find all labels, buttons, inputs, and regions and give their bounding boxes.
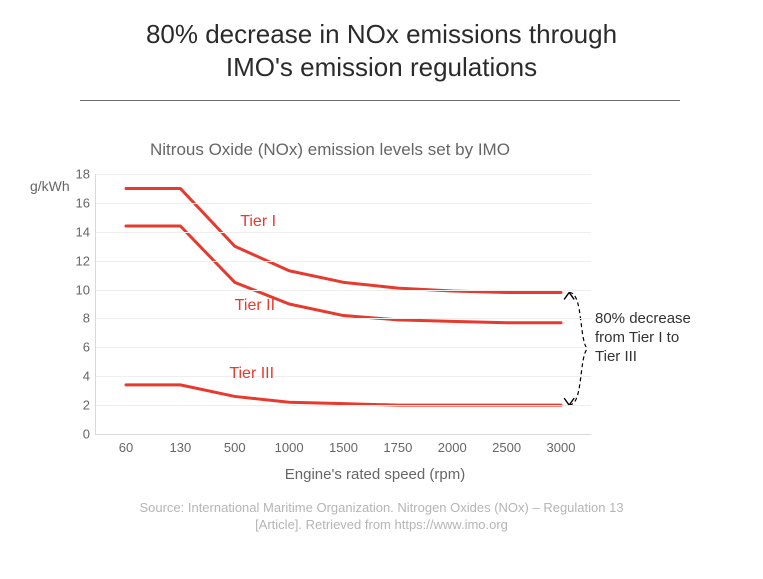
y-tick-label: 12 <box>76 253 90 268</box>
y-tick-label: 18 <box>76 167 90 182</box>
gridline-h <box>96 290 591 291</box>
page-root: 80% decrease in NOx emissions through IM… <box>0 0 763 579</box>
y-tick-label: 2 <box>83 398 90 413</box>
x-tick-label: 130 <box>170 440 192 455</box>
chart-container: Nitrous Oxide (NOx) emission levels set … <box>30 130 730 490</box>
page-title: 80% decrease in NOx emissions through IM… <box>0 18 763 83</box>
x-tick-label: 1500 <box>329 440 358 455</box>
gridline-h <box>96 261 591 262</box>
plot-area: 0246810121416186013050010001500175020002… <box>95 174 591 435</box>
x-tick-label: 500 <box>224 440 246 455</box>
x-tick-label: 2500 <box>492 440 521 455</box>
x-axis-label: Engine's rated speed (rpm) <box>95 466 655 483</box>
annotation-line-3: Tier III <box>595 348 637 365</box>
annotation-line-2: from Tier I to <box>595 329 679 346</box>
series-line-tier-i <box>126 188 561 292</box>
chart-lines-svg <box>96 174 591 434</box>
annotation-text: 80% decrease from Tier I to Tier III <box>595 310 691 366</box>
title-underline <box>80 100 680 101</box>
series-line-tier-iii <box>126 385 561 405</box>
x-tick-label: 1000 <box>275 440 304 455</box>
gridline-h <box>96 405 591 406</box>
y-tick-label: 14 <box>76 224 90 239</box>
series-label-tier-i: Tier I <box>240 213 276 231</box>
y-tick-label: 4 <box>83 369 90 384</box>
gridline-h <box>96 203 591 204</box>
gridline-h <box>96 232 591 233</box>
annotation-line-1: 80% decrease <box>595 310 691 327</box>
y-tick-label: 6 <box>83 340 90 355</box>
y-axis-unit: g/kWh <box>30 178 70 194</box>
x-tick-label: 60 <box>119 440 133 455</box>
gridline-h <box>96 318 591 319</box>
y-tick-label: 8 <box>83 311 90 326</box>
series-label-tier-ii: Tier II <box>235 297 275 315</box>
annotation-bracket <box>569 292 587 405</box>
y-tick-label: 16 <box>76 195 90 210</box>
y-tick-label: 0 <box>83 427 90 442</box>
source-footer: Source: International Maritime Organizat… <box>0 500 763 534</box>
gridline-h <box>96 376 591 377</box>
gridline-h <box>96 174 591 175</box>
y-tick-label: 10 <box>76 282 90 297</box>
x-tick-label: 3000 <box>547 440 576 455</box>
title-line-1: 80% decrease in NOx emissions through <box>146 19 617 49</box>
x-tick-label: 1750 <box>383 440 412 455</box>
gridline-h <box>96 347 591 348</box>
footer-line-1: Source: International Maritime Organizat… <box>139 500 623 515</box>
series-label-tier-iii: Tier III <box>229 365 274 383</box>
chart-title: Nitrous Oxide (NOx) emission levels set … <box>150 140 510 160</box>
footer-line-2: [Article]. Retrieved from https://www.im… <box>255 517 508 532</box>
x-tick-label: 2000 <box>438 440 467 455</box>
series-line-tier-ii <box>126 226 561 323</box>
title-line-2: IMO's emission regulations <box>226 52 537 82</box>
